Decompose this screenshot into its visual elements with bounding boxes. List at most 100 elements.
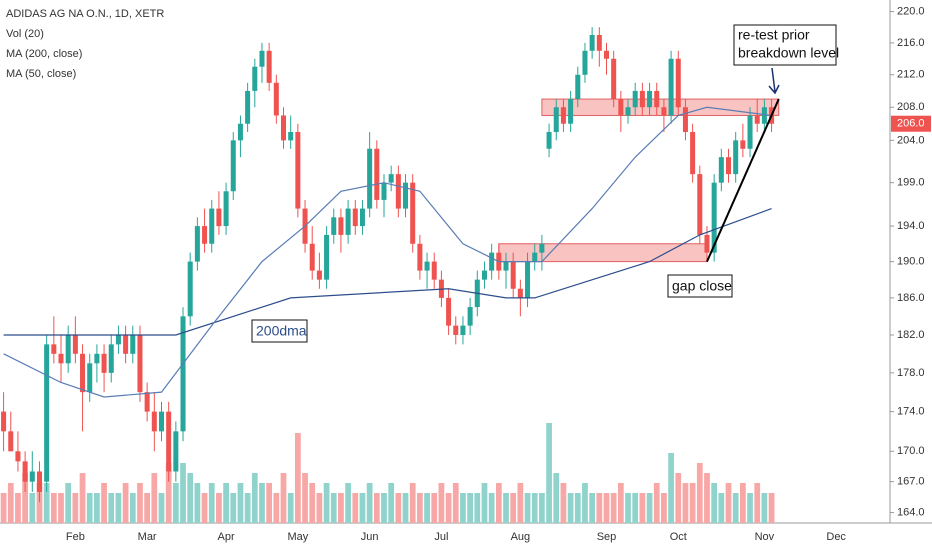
volume-bar [22, 473, 28, 523]
volume-bar [165, 463, 172, 523]
volume-bar [646, 493, 653, 523]
candle-body [309, 243, 315, 271]
x-tick-label: Aug [511, 531, 531, 543]
volume-bar [309, 483, 316, 523]
candle-body [718, 157, 724, 183]
volume-bar [495, 483, 502, 523]
y-tick-label: 178.0 [897, 367, 925, 379]
candle-body [36, 471, 42, 492]
volume-bar [754, 483, 761, 523]
volume-bar [409, 483, 416, 523]
annotation: breakdown level [738, 45, 839, 61]
candle-body [503, 261, 509, 271]
trendline [706, 98, 780, 263]
candle-body [108, 344, 114, 373]
y-tick-label: 208.0 [897, 101, 925, 113]
volume-bar [589, 493, 596, 523]
volume-bar [50, 493, 57, 523]
volume-bar [115, 493, 122, 523]
ma-line [3, 106, 772, 398]
candle-body [711, 182, 717, 253]
volume-bar [481, 483, 488, 523]
candle-body [611, 58, 617, 100]
volume-bar [187, 473, 194, 523]
candle-body [15, 451, 21, 462]
volume-bar [58, 493, 64, 523]
volume-bar [15, 493, 21, 523]
candle-body [639, 90, 645, 108]
volume-bar [280, 473, 287, 523]
volume-bar [36, 483, 43, 523]
candle-body [1, 411, 7, 432]
volume-bar [172, 483, 179, 523]
candle-body [625, 107, 631, 116]
volume-bar [402, 493, 409, 523]
x-tick-label: Sep [597, 531, 617, 543]
candle-body [44, 344, 50, 482]
volume-bar [524, 493, 531, 523]
candle-body [237, 123, 243, 141]
candle-body [395, 174, 401, 209]
candle-body [553, 107, 559, 133]
volume-bar [251, 473, 258, 523]
volume-bar [108, 493, 115, 523]
volume-bar [294, 433, 301, 523]
volume-bar [7, 483, 14, 523]
volume-bar [129, 493, 136, 523]
annotation: 200dma [256, 323, 307, 339]
candle-body [489, 252, 495, 271]
candle-body [223, 191, 229, 227]
volume-bar [65, 483, 72, 523]
candle-body [137, 334, 143, 393]
volume-bar [381, 493, 387, 523]
volume-bar [617, 483, 624, 523]
candle-body [123, 334, 129, 354]
volume-bar [338, 493, 344, 523]
candle-body [747, 115, 753, 149]
volume-bar [352, 493, 359, 523]
candle-body [424, 261, 430, 271]
candle-body [273, 82, 279, 116]
candle-body [403, 182, 409, 209]
plot: 220.0 216.0 212.0 208.0 204.0 199.0 194.0 190.0… [0, 5, 925, 543]
y-tick-label: 174.0 [897, 406, 925, 418]
candle-body [517, 288, 523, 298]
volume-bar [43, 483, 50, 523]
y-tick-label: 167.0 [897, 476, 925, 488]
y-tick-label: 199.0 [897, 177, 925, 189]
candle-body [582, 50, 588, 75]
volume-bar [452, 483, 459, 523]
volume-bar [747, 493, 753, 523]
candle-body [446, 297, 452, 326]
volume-bar [438, 483, 445, 523]
candle-body [352, 208, 358, 227]
candle-body [374, 148, 380, 200]
candle-body [158, 411, 165, 432]
candle-body [367, 148, 373, 209]
arrow-head [768, 84, 780, 95]
x-tick-label: Mar [138, 531, 157, 543]
volume-bar [151, 473, 158, 523]
volume-bar [603, 493, 610, 523]
volume-bar [0, 493, 7, 523]
candle-body [532, 252, 538, 262]
candle-body [8, 431, 14, 452]
candle-body [266, 50, 272, 83]
volume-bar [388, 483, 395, 523]
volume-bar [101, 483, 107, 523]
volume-bar [539, 493, 545, 523]
y-tick-label: 204.0 [897, 134, 925, 146]
volume-bar [632, 493, 639, 523]
y-tick-label: 212.0 [897, 69, 925, 81]
volume-bar [237, 483, 244, 523]
candle-body [754, 115, 760, 124]
candle-body [209, 208, 215, 244]
y-tick-label: 164.0 [897, 506, 925, 518]
volume-bar [732, 493, 739, 523]
volume-bar [323, 483, 330, 523]
volume-bar [266, 483, 273, 523]
volume-bar [158, 493, 165, 523]
volume-bar [445, 493, 452, 523]
candle-body [316, 270, 322, 280]
